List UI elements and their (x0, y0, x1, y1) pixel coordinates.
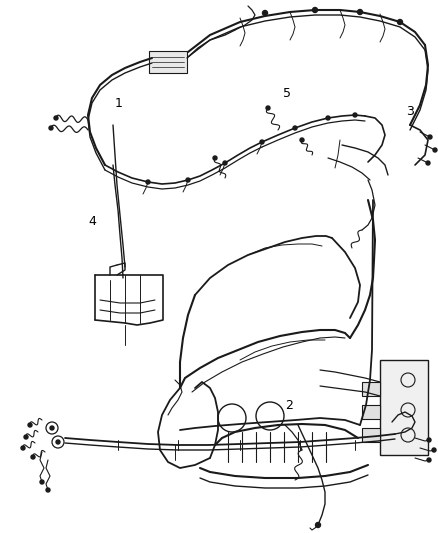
Bar (380, 360, 428, 455)
Circle shape (312, 7, 318, 12)
Text: 3: 3 (406, 106, 413, 118)
Circle shape (49, 126, 53, 130)
Circle shape (46, 488, 50, 492)
Circle shape (432, 448, 436, 452)
Circle shape (293, 126, 297, 130)
Circle shape (50, 426, 54, 430)
Bar (362, 382, 380, 396)
Circle shape (56, 440, 60, 444)
Circle shape (433, 148, 437, 152)
Circle shape (353, 113, 357, 117)
Circle shape (398, 20, 403, 25)
Circle shape (315, 522, 321, 528)
Bar (149, 51, 187, 73)
Circle shape (426, 161, 430, 165)
Bar (362, 405, 380, 419)
Circle shape (427, 458, 431, 462)
Circle shape (223, 161, 227, 165)
Circle shape (357, 10, 363, 14)
Circle shape (54, 116, 58, 120)
Circle shape (31, 455, 35, 459)
Circle shape (186, 178, 190, 182)
Circle shape (40, 480, 44, 484)
Text: 2: 2 (285, 399, 293, 411)
Circle shape (146, 180, 150, 184)
Circle shape (28, 423, 32, 427)
Circle shape (260, 140, 264, 144)
Circle shape (326, 116, 330, 120)
Text: 4: 4 (88, 215, 96, 228)
Circle shape (24, 435, 28, 439)
Circle shape (262, 11, 268, 15)
Text: 1: 1 (114, 98, 122, 110)
Bar (362, 428, 380, 442)
Text: 5: 5 (283, 87, 291, 100)
Circle shape (213, 156, 217, 160)
Circle shape (427, 438, 431, 442)
Circle shape (266, 106, 270, 110)
Circle shape (428, 135, 432, 139)
Circle shape (300, 138, 304, 142)
Circle shape (21, 446, 25, 450)
